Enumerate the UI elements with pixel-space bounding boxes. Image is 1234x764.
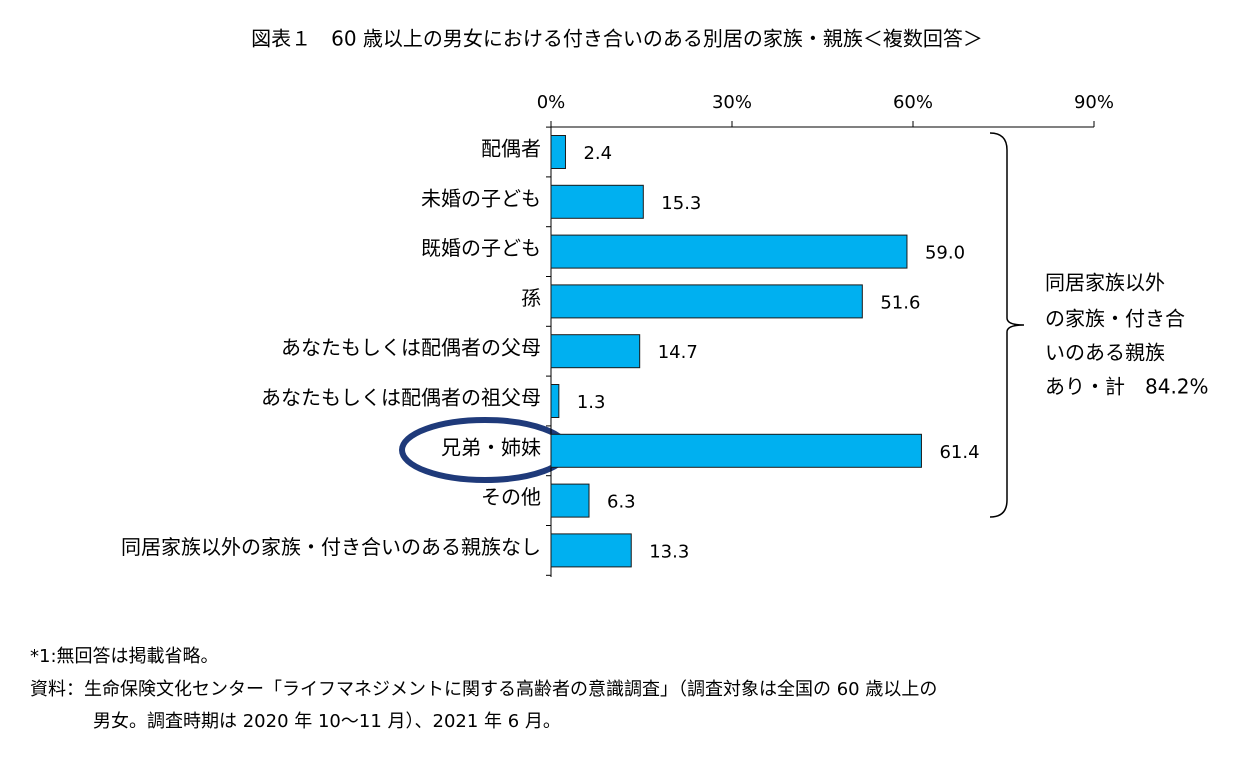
note: 資料：生命保険文化センター「ライフマネジメントに関する高齢者の意識調査」（調査対…: [30, 679, 937, 700]
y-tick-label: その他: [481, 485, 541, 509]
y-tick-label: 兄弟・姉妹: [441, 435, 541, 459]
x-tick-label: 30%: [712, 92, 752, 113]
annotation: 同居家族以外: [1045, 271, 1165, 295]
value-label: 1.3: [577, 392, 606, 413]
value-label: 6.3: [607, 492, 636, 513]
bar: [550, 533, 632, 568]
y-tick-label: 配偶者: [481, 137, 541, 161]
note: 男女。調査時期は 2020 年 10～11 月）、2021 年 6 月。: [93, 711, 561, 732]
y-tick-label: 同居家族以外の家族・付き合いのある親族なし: [121, 535, 541, 559]
note: *1:無回答は掲載省略。: [30, 646, 219, 667]
value-label: 61.4: [939, 442, 979, 463]
chart-title: 図表１ 60 歳以上の男女における付き合いのある別居の家族・親族＜複数回答＞: [251, 27, 983, 51]
bar: [550, 433, 922, 468]
bar: [550, 234, 908, 269]
y-tick-label: 未婚の子ども: [421, 186, 541, 210]
bar: [550, 284, 863, 319]
bar: [550, 135, 566, 169]
bracket: [989, 132, 1025, 518]
value-label: 2.4: [583, 143, 612, 164]
annotation: いのある親族: [1045, 341, 1165, 365]
value-label: 13.3: [649, 541, 689, 562]
x-tick-label: 60%: [893, 92, 933, 113]
bar: [550, 334, 641, 369]
value-label: 59.0: [925, 243, 965, 264]
y-tick-label: 既婚の子ども: [421, 236, 541, 260]
y-tick-label: あなたもしくは配偶者の父母: [281, 336, 541, 360]
annotation: あり・計 84.2%: [1045, 375, 1209, 399]
y-tick-label: あなたもしくは配偶者の祖父母: [261, 386, 541, 410]
bar: [550, 184, 644, 219]
bar: [550, 483, 590, 518]
annotation: の家族・付き合: [1045, 307, 1185, 331]
value-label: 14.7: [658, 342, 698, 363]
y-tick-label: 孫: [521, 286, 541, 310]
value-label: 15.3: [661, 193, 701, 214]
bar: [550, 384, 560, 418]
value-label: 51.6: [880, 292, 920, 313]
x-tick-label: 90%: [1074, 92, 1114, 113]
x-tick-label: 0%: [537, 92, 566, 113]
